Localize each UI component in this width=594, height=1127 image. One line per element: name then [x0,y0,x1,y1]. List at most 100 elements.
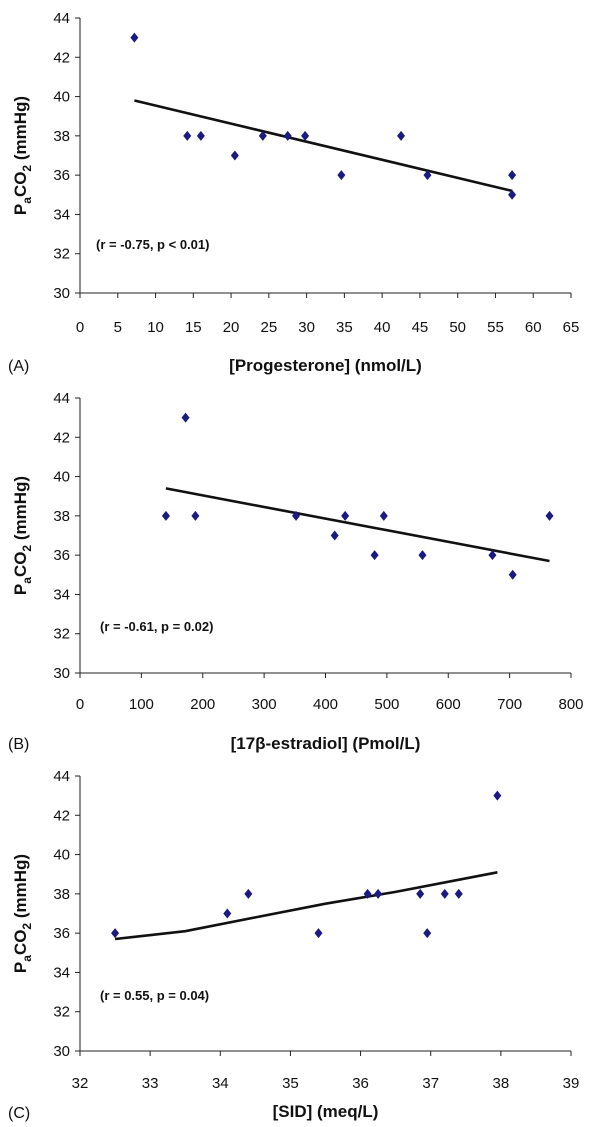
chart-3-x-tick-label: 37 [422,1075,439,1092]
chart-2-data-point [379,510,388,521]
chart-3-y-tick-label: 42 [53,807,70,824]
chart-1-x-tick-label: 50 [449,319,466,336]
chart-2-x-axis-label: [17β-estradiol] (Pmol/L) [231,734,421,753]
chart-3-data-point [440,888,449,899]
chart-3-x-tick-label: 38 [493,1075,510,1092]
chart-2-y-tick-label: 42 [53,429,70,446]
chart-1-y-tick-label: 30 [53,285,70,302]
chart-3-y-tick-label: 30 [53,1043,70,1060]
chart-3-data-point [223,908,232,919]
chart-3-y-axis-label-part: 2 [20,923,34,930]
chart-2-x-tick-label: 800 [558,696,583,713]
chart-2-x-tick-label: 400 [313,696,338,713]
chart-1-y-tick-label: 42 [53,49,70,66]
chart-3-data-point [416,888,425,899]
chart-3-data-point [363,888,372,899]
chart-1-x-axis-label: [Progesterone] (nmol/L) [229,356,422,375]
chart-1-y-tick-label: 44 [53,10,70,27]
chart-2-y-tick-label: 44 [53,390,70,407]
chart-1-y-tick-label: 38 [53,128,70,145]
chart-2-y-tick-label: 30 [53,665,70,682]
chart-2-y-tick-label: 40 [53,469,70,486]
chart-2-data-point [418,550,427,561]
chart-1-y-axis-label: PaCO2 (mmHg) [11,96,34,215]
chart-1-x-tick-label: 65 [563,319,580,336]
chart-2-data-point [341,510,350,521]
chart-1-x-tick-label: 20 [223,319,240,336]
chart-1-x-tick-label: 35 [336,319,353,336]
chart-1-x-tick-label: 10 [147,319,164,336]
chart-1-panel-label: (A) [8,358,29,375]
chart-1-x-tick-label: 55 [487,319,504,336]
chart-1-data-point [301,130,310,141]
chart-2-y-tick-label: 34 [53,586,70,603]
chart-1-data-point [423,170,432,181]
chart-3-data-point [493,790,502,801]
chart-3-y-tick-label: 44 [53,768,70,785]
chart-3-y-axis-label-part: (mmHg) [11,854,30,923]
chart-3-x-tick-label: 33 [142,1075,159,1092]
chart-1-x-tick-label: 40 [374,319,391,336]
chart-3-trendline [114,871,498,941]
chart-2-data-point [161,510,170,521]
chart-1-y-axis-label-part: (mmHg) [11,96,30,165]
chart-3-data-point [423,928,432,939]
chart-3-y-tick-label: 32 [53,1004,70,1021]
chart-2-y-axis-label-part: 2 [20,545,34,552]
chart-1-data-point [283,130,292,141]
chart-2-x-tick-label: 300 [252,696,277,713]
chart-3-x-tick-label: 39 [563,1075,580,1092]
chart-3-data-point [374,888,383,899]
chart-1-x-tick-label: 0 [76,319,84,336]
chart-1-data-point [183,130,192,141]
chart-2-x-tick-label: 200 [190,696,215,713]
chart-2-data-point [508,569,517,580]
chart-3-data-point [111,928,120,939]
chart-3-panel-label: (C) [8,1105,30,1122]
chart-2-y-tick-label: 38 [53,508,70,525]
chart-2-trendline [165,487,550,563]
chart-3-x-axis-label: [SID] (meq/L) [273,1102,379,1121]
chart-1-data-point [196,130,205,141]
chart-1-y-axis-label-part: CO [11,172,30,198]
chart-1-x-tick-label: 15 [185,319,202,336]
chart-2-y-tick-label: 36 [53,547,70,564]
chart-1-y-axis-label-part: a [20,197,34,204]
chart-2-y-axis-label: PaCO2 (mmHg) [11,476,34,595]
chart-3-x-tick-label: 34 [212,1075,229,1092]
chart-3-data-point [454,888,463,899]
chart-1-x-tick-label: 5 [114,319,122,336]
chart-3-x-tick-label: 36 [352,1075,369,1092]
chart-1-data-point [508,189,517,200]
chart-1-data-point [337,170,346,181]
chart-2-data-point [181,412,190,423]
chart-3-data-point [314,928,323,939]
chart-2-y-axis-label-part: CO [11,552,30,578]
chart-2-data-point [191,510,200,521]
chart-3-data-point [244,888,253,899]
chart-2-x-tick-label: 600 [436,696,461,713]
chart-1-y-tick-label: 34 [53,206,70,223]
chart-3-x-tick-label: 35 [282,1075,299,1092]
chart-2-correlation-annotation: (r = -0.61, p = 0.02) [100,619,213,634]
chart-2-panel-label: (B) [8,736,29,753]
chart-1-y-axis-label-part: 2 [20,165,34,172]
chart-1-x-tick-label: 45 [412,319,429,336]
chart-3-y-axis-label-part: a [20,955,34,962]
chart-1-x-tick-label: 30 [298,319,315,336]
chart-1-trendline [134,99,513,193]
chart-2-x-tick-label: 700 [497,696,522,713]
chart-2-x-tick-label: 0 [76,696,84,713]
chart-1-data-point [397,130,406,141]
chart-2-y-axis-label-part: a [20,577,34,584]
chart-3-correlation-annotation: (r = 0.55, p = 0.04) [100,988,209,1003]
chart-1-data-point [230,150,239,161]
chart-3-y-axis-label: PaCO2 (mmHg) [11,854,34,973]
chart-3-y-tick-label: 36 [53,925,70,942]
chart-1-data-point [508,170,517,181]
chart-3-y-tick-label: 34 [53,964,70,981]
chart-1-y-tick-label: 40 [53,89,70,106]
chart-1-y-tick-label: 32 [53,246,70,263]
chart-2-x-tick-label: 100 [129,696,154,713]
